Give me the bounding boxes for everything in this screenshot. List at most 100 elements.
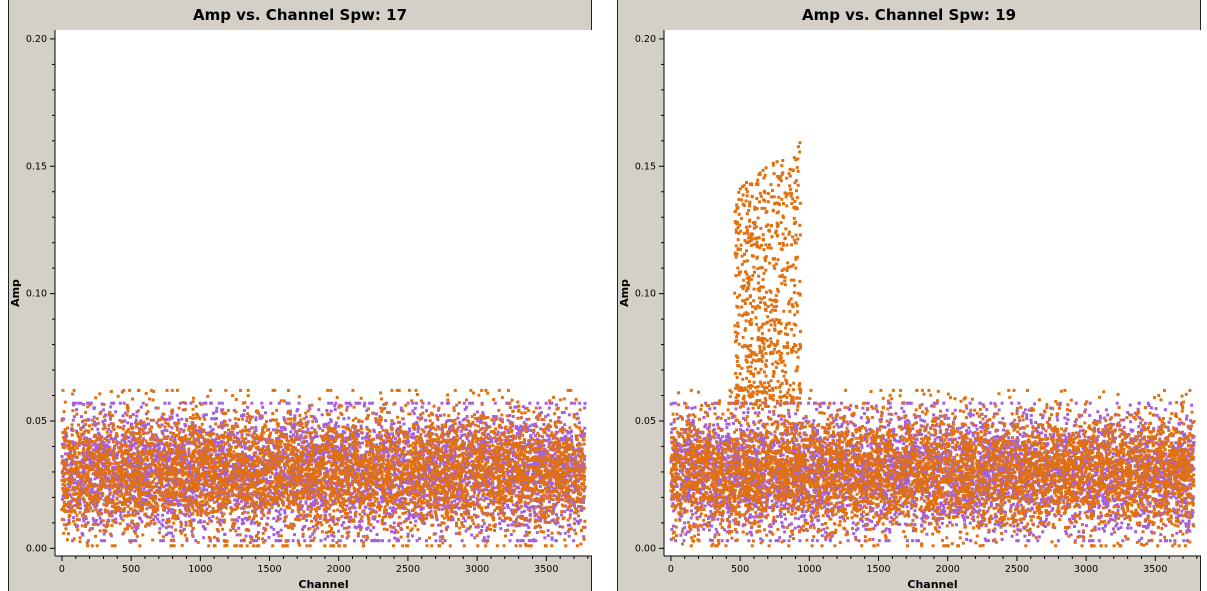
data-point <box>179 446 183 450</box>
data-point <box>187 452 191 456</box>
data-point <box>439 414 442 417</box>
data-point <box>422 449 426 452</box>
data-point <box>406 430 410 434</box>
data-point <box>424 460 428 464</box>
data-point <box>309 505 313 509</box>
data-point <box>527 539 531 543</box>
data-point <box>465 500 469 504</box>
data-point <box>260 517 264 520</box>
data-point <box>372 526 376 529</box>
data-point <box>442 455 446 459</box>
data-point <box>443 444 447 448</box>
data-point <box>353 445 357 449</box>
data-point <box>142 424 146 428</box>
data-point <box>135 410 139 414</box>
data-point <box>314 458 318 461</box>
data-point <box>261 437 265 441</box>
data-point <box>104 486 108 490</box>
data-point <box>79 401 83 405</box>
data-point <box>316 489 320 493</box>
data-point <box>333 408 337 412</box>
data-point <box>81 442 85 446</box>
data-point <box>136 526 140 530</box>
data-point <box>410 435 414 439</box>
data-point <box>547 428 551 432</box>
data-point <box>492 415 496 418</box>
data-point <box>484 421 488 425</box>
data-point <box>188 432 192 436</box>
data-point <box>134 425 138 429</box>
data-point <box>545 439 549 443</box>
data-point <box>78 501 82 505</box>
data-point <box>273 473 277 477</box>
data-point <box>519 498 523 502</box>
data-point <box>432 462 435 466</box>
data-point <box>432 474 436 478</box>
data-point <box>85 449 89 453</box>
data-point <box>135 414 139 418</box>
data-point <box>192 518 196 522</box>
data-point <box>107 453 111 456</box>
data-point <box>143 462 147 466</box>
data-point <box>190 529 194 533</box>
data-point <box>397 524 401 528</box>
data-point <box>162 539 165 543</box>
data-point <box>414 519 418 523</box>
data-point <box>279 507 283 511</box>
data-point <box>406 517 410 521</box>
data-point <box>269 525 273 529</box>
data-point <box>551 481 554 485</box>
data-point <box>252 454 256 458</box>
data-point <box>453 451 457 455</box>
data-point <box>567 474 571 478</box>
data-point <box>456 492 460 496</box>
data-point <box>285 401 289 405</box>
data-point <box>394 452 398 456</box>
data-point <box>342 440 346 444</box>
data-point <box>425 504 429 508</box>
data-point <box>359 472 363 476</box>
data-point <box>128 444 132 448</box>
data-point <box>480 481 484 485</box>
data-point <box>355 429 359 433</box>
data-point <box>431 481 435 485</box>
data-point <box>140 497 144 501</box>
data-point <box>204 413 208 417</box>
data-point <box>351 463 355 467</box>
data-point <box>311 525 315 529</box>
data-point <box>524 502 527 506</box>
data-point <box>545 433 549 437</box>
data-point <box>232 518 236 522</box>
data-point <box>134 441 138 445</box>
data-point <box>536 401 540 405</box>
data-point <box>534 434 537 438</box>
data-point <box>476 525 480 529</box>
data-point <box>422 478 426 482</box>
data-point <box>124 468 128 471</box>
data-point <box>524 530 528 534</box>
data-point <box>283 466 287 470</box>
data-point <box>93 521 97 525</box>
data-point <box>119 510 123 514</box>
data-point <box>68 455 72 459</box>
data-point <box>383 522 387 525</box>
data-point <box>333 423 337 427</box>
data-point <box>417 516 421 520</box>
data-point <box>449 474 453 478</box>
data-point <box>183 466 187 470</box>
data-point <box>92 415 96 419</box>
data-point <box>544 494 548 498</box>
data-point <box>297 443 301 446</box>
data-point <box>99 508 103 512</box>
data-point <box>164 483 168 487</box>
data-point <box>296 514 300 518</box>
data-point <box>405 481 409 485</box>
data-point <box>313 453 317 457</box>
data-point <box>322 425 326 428</box>
data-point <box>62 417 66 421</box>
data-point <box>549 497 553 501</box>
data-point <box>555 473 559 477</box>
data-point <box>286 484 290 488</box>
data-point <box>61 497 64 501</box>
data-point <box>532 507 536 511</box>
